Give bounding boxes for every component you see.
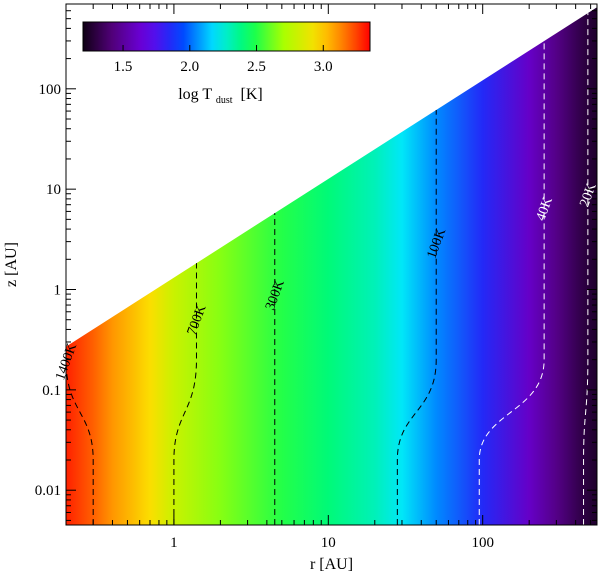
y-tick-label: 0.1 <box>42 383 61 399</box>
y-tick-label: 10 <box>46 182 61 198</box>
temperature-heatmap <box>66 7 597 525</box>
colorbar-tick-label: 3.0 <box>314 59 333 75</box>
contour-line <box>173 263 197 525</box>
x-axis-label: r [AU] <box>310 556 353 573</box>
colorbar: 1.5 2.0 2.5 3.0 log T dust [K] <box>82 21 371 107</box>
contour-line <box>396 109 437 525</box>
colorbar-bar <box>82 21 371 52</box>
x-tick-label: 100 <box>471 535 494 551</box>
colorbar-ticks: 1.5 2.0 2.5 3.0 <box>114 45 333 75</box>
colorbar-label-unit: [K] <box>241 86 263 103</box>
plot-frame <box>65 3 598 526</box>
x-tick-label: 1 <box>170 535 178 551</box>
y-tick-label: 100 <box>39 82 62 98</box>
contour-line <box>478 41 545 525</box>
colorbar-label-subscript: dust <box>216 95 233 106</box>
x-axis-ticks: 1 10 100 <box>65 4 592 551</box>
plot-region <box>66 7 597 525</box>
x-tick-label: 10 <box>321 535 336 551</box>
colorbar-label: log T dust [K] <box>178 86 263 107</box>
y-tick-label: 0.01 <box>35 483 61 499</box>
colorbar-tick-label: 2.0 <box>180 59 199 75</box>
contour-line <box>583 13 589 525</box>
y-tick-label: 1 <box>54 283 62 299</box>
colorbar-tick-label: 2.5 <box>247 59 266 75</box>
colorbar-label-main: log T <box>178 86 212 103</box>
y-axis-ticks: 0.01 0.1 1 10 100 <box>35 3 597 521</box>
colorbar-tick-label: 1.5 <box>114 59 133 75</box>
y-axis-label: z [AU] <box>3 242 20 287</box>
contour-lines <box>65 13 589 525</box>
